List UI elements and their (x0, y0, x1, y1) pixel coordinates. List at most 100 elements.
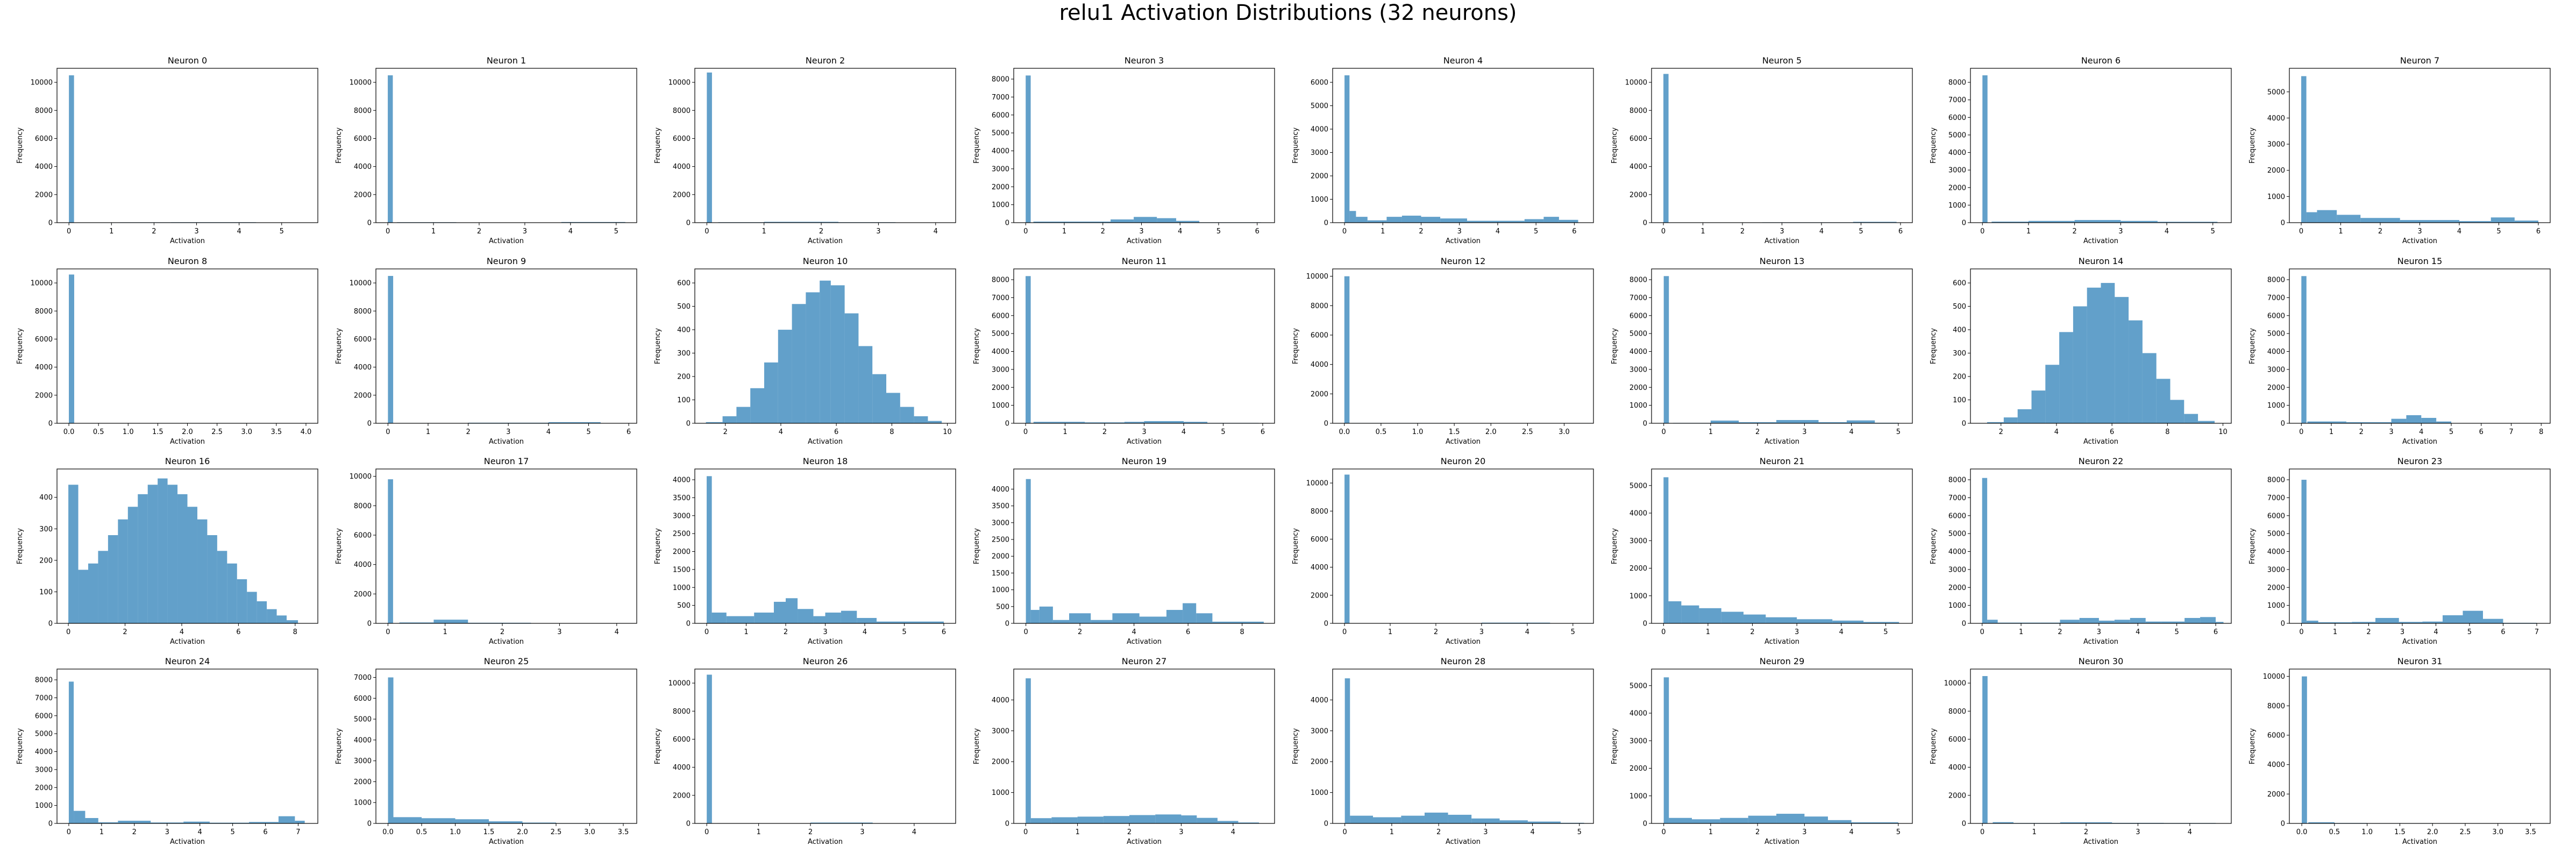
axes-frame (375, 468, 637, 624)
histogram-bar (1987, 422, 2004, 423)
subplot-title: Neuron 0 (168, 55, 207, 66)
y-tick-label: 6000 (673, 736, 691, 744)
x-tick-label: 5 (280, 228, 284, 236)
y-tick-label: 1000 (354, 799, 372, 807)
x-tick-label: 3 (1142, 428, 1146, 436)
x-tick-label: 4 (2433, 628, 2438, 636)
y-axis-label: Frequency (654, 728, 662, 764)
histogram-bar (1663, 677, 1669, 823)
y-axis-label: Frequency (1611, 127, 1619, 163)
x-tick-label: 2 (2073, 228, 2077, 236)
y-tick-label: 8000 (673, 107, 691, 115)
histogram-bar (2514, 221, 2538, 223)
histogram-bar (844, 313, 859, 423)
x-tick-label: 0 (1023, 828, 1028, 836)
x-axis-label: Activation (1764, 638, 1799, 646)
y-tick-label: 0 (2281, 620, 2285, 628)
axes-frame (1332, 268, 1594, 424)
x-tick-label: 1 (1388, 628, 1392, 636)
x-axis-label: Activation (2083, 237, 2118, 245)
y-axis-label: Frequency (335, 528, 343, 564)
y-tick-label: 2000 (1948, 584, 1966, 592)
y-tick-label: 5000 (2267, 330, 2285, 338)
x-axis-label: Activation (1764, 838, 1799, 846)
x-tick-label: 0 (2299, 428, 2303, 436)
x-tick-label: 4 (2136, 628, 2140, 636)
x-axis-label: Activation (2083, 438, 2118, 446)
x-tick-label: 2 (1999, 428, 2003, 436)
x-tick-label: 5 (2449, 428, 2453, 436)
x-axis-label: Activation (1127, 638, 1162, 646)
x-tick-label: 2 (1436, 828, 1441, 836)
y-tick-label: 8000 (1948, 708, 1966, 716)
subplot-neuron-2: Neuron 2 0 1 2 3 4 0 2000 4000 6000 8000 10000 Activ… (654, 55, 956, 245)
x-axis-label: Activation (170, 237, 205, 245)
histogram-bar (2406, 415, 2422, 423)
axes-frame (694, 68, 956, 223)
y-tick-label: 3000 (1948, 167, 1966, 175)
y-tick-label: 300 (39, 525, 53, 534)
histogram-bar (1026, 479, 1031, 623)
subplot-neuron-29: Neuron 29 0 1 2 3 4 5 0 1000 2000 3000 4000 5000 Acti… (1611, 656, 1913, 846)
y-tick-label: 4000 (354, 364, 372, 372)
histogram-bar (1401, 215, 1421, 223)
histogram-bar (1144, 421, 1184, 423)
histogram-bar (2301, 480, 2307, 623)
histogram-bar (388, 276, 394, 423)
y-tick-label: 0 (2281, 420, 2285, 428)
y-axis-label: Frequency (1292, 127, 1300, 163)
axes-frame (1013, 68, 1275, 223)
y-tick-label: 7000 (992, 294, 1009, 302)
x-tick-label: 2 (1102, 428, 1107, 436)
subplot-title: Neuron 10 (803, 256, 848, 266)
y-tick-label: 3000 (2267, 566, 2285, 574)
x-tick-label: 3 (2097, 628, 2101, 636)
y-axis-label: Frequency (335, 728, 343, 764)
y-tick-label: 1000 (1948, 202, 1966, 210)
x-tick-label: 4 (568, 228, 573, 236)
y-tick-label: 0 (1324, 219, 1328, 228)
histogram-bar (98, 551, 108, 623)
x-tick-label: 2 (2378, 228, 2382, 236)
subplot-neuron-11: Neuron 11 0 1 2 3 4 5 6 0 1000 2000 3000 4000 5000 600… (973, 256, 1275, 446)
y-tick-label: 5000 (1311, 102, 1328, 110)
subplot-title: Neuron 29 (1760, 656, 1805, 666)
subplot-title: Neuron 13 (1760, 256, 1805, 266)
y-tick-label: 2500 (673, 530, 691, 538)
y-tick-label: 4000 (1311, 361, 1328, 369)
histogram-bar (711, 612, 727, 623)
histogram-bar (2463, 610, 2483, 623)
histogram-bar (778, 330, 792, 423)
x-tick-label: 5 (1896, 428, 1901, 436)
histogram-bar (399, 622, 434, 623)
y-tick-label: 3000 (992, 727, 1009, 735)
y-tick-label: 0 (1962, 620, 1966, 628)
histogram-bar (1367, 220, 1387, 223)
y-tick-label: 3000 (992, 366, 1009, 374)
x-tick-label: 3.0 (241, 428, 252, 436)
histogram-bar (1827, 820, 1852, 823)
y-tick-label: 2000 (354, 778, 372, 786)
x-axis-label: Activation (489, 237, 524, 245)
histogram-bar (2422, 621, 2443, 623)
histogram-bar (2087, 287, 2101, 423)
y-tick-label: 6000 (1948, 114, 1966, 122)
y-tick-label: 3000 (2267, 366, 2285, 374)
histogram-bar (1197, 817, 1218, 823)
x-tick-label: 3 (2389, 428, 2393, 436)
histogram-bar (886, 393, 900, 423)
y-tick-label: 3000 (354, 757, 372, 765)
histogram-bar (1982, 75, 1988, 223)
y-tick-label: 10000 (1306, 273, 1328, 281)
histogram-bar (2346, 422, 2392, 423)
histogram-bar (1448, 814, 1472, 823)
x-tick-label: 0 (1342, 628, 1347, 636)
y-tick-label: 4000 (992, 486, 1009, 494)
histogram-bar (2017, 409, 2032, 423)
y-axis-label: Frequency (654, 328, 662, 364)
histogram-bar (1077, 816, 1104, 823)
histogram-bar (69, 75, 74, 223)
y-tick-label: 6000 (35, 712, 53, 720)
histogram-bar (276, 615, 287, 623)
subplot-neuron-0: Neuron 0 0 1 2 3 4 5 0 2000 4000 6000 8000 10000 Acti… (16, 55, 318, 245)
